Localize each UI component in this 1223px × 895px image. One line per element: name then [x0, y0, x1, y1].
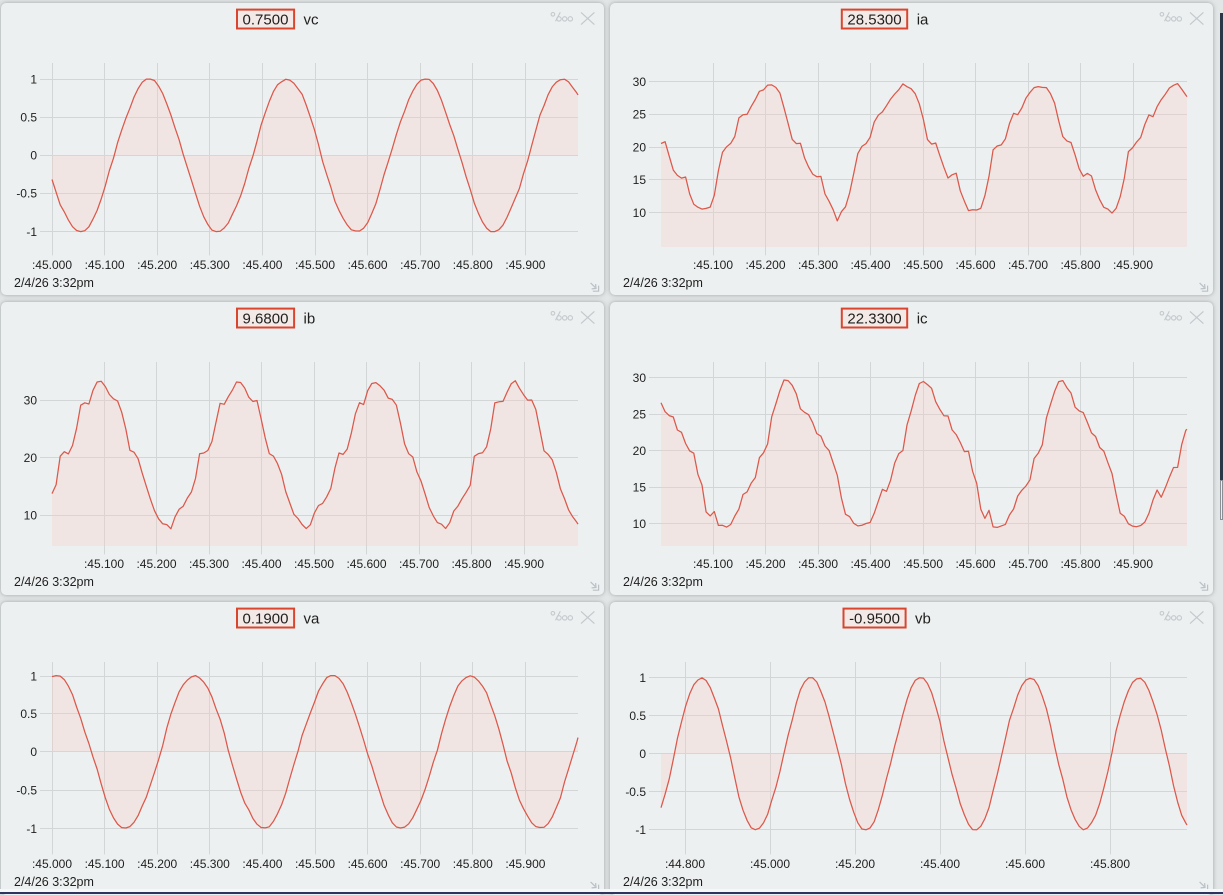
svg-text:0.5: 0.5 [20, 707, 37, 721]
svg-text:0: 0 [639, 747, 646, 761]
svg-text:0.5: 0.5 [629, 709, 646, 723]
svg-text::45.700: :45.700 [400, 857, 440, 871]
svg-text::45.500: :45.500 [903, 557, 943, 571]
svg-text::45.900: :45.900 [504, 557, 544, 571]
svg-text::45.200: :45.200 [745, 258, 785, 272]
svg-text::45.800: :45.800 [1090, 857, 1130, 871]
svg-text:10: 10 [633, 206, 647, 220]
svg-text:0.7500: 0.7500 [243, 11, 289, 28]
svg-text:20: 20 [633, 140, 647, 154]
svg-text::45.600: :45.600 [955, 557, 995, 571]
svg-text:9.6800: 9.6800 [243, 310, 289, 327]
svg-text:ic: ic [917, 310, 928, 327]
svg-text:-1: -1 [635, 823, 646, 837]
svg-text::45.100: :45.100 [84, 557, 124, 571]
svg-text::45.300: :45.300 [798, 258, 838, 272]
svg-text::45.700: :45.700 [1008, 557, 1048, 571]
svg-text::45.100: :45.100 [85, 857, 125, 871]
svg-text::45.900: :45.900 [505, 258, 545, 272]
svg-text::45.800: :45.800 [453, 857, 493, 871]
svg-text::45.500: :45.500 [903, 258, 943, 272]
svg-text:1: 1 [639, 671, 646, 685]
svg-text:-0.5: -0.5 [625, 785, 646, 799]
svg-text:1: 1 [30, 72, 37, 86]
svg-text:-1: -1 [26, 225, 37, 239]
svg-text::45.700: :45.700 [400, 258, 440, 272]
svg-text::45.300: :45.300 [189, 557, 229, 571]
svg-text:ib: ib [304, 310, 316, 327]
svg-text:2/4/26 3:32pm: 2/4/26 3:32pm [14, 575, 94, 589]
svg-text::45.300: :45.300 [190, 857, 230, 871]
svg-text::45.200: :45.200 [137, 857, 177, 871]
svg-text:10: 10 [633, 517, 647, 531]
svg-text:2/4/26 3:32pm: 2/4/26 3:32pm [14, 875, 94, 889]
svg-text::45.500: :45.500 [295, 857, 335, 871]
svg-text::45.800: :45.800 [453, 258, 493, 272]
svg-text:-0.5: -0.5 [16, 783, 37, 797]
svg-text::45.900: :45.900 [1113, 258, 1153, 272]
svg-text:0.5: 0.5 [20, 111, 37, 125]
svg-text::45.300: :45.300 [190, 258, 230, 272]
svg-text:2/4/26 3:32pm: 2/4/26 3:32pm [623, 875, 703, 889]
svg-text:0: 0 [30, 149, 37, 163]
svg-text::45.800: :45.800 [451, 557, 491, 571]
svg-text::45.800: :45.800 [1060, 557, 1100, 571]
svg-text:-0.5: -0.5 [16, 187, 37, 201]
svg-text:0.1900: 0.1900 [243, 610, 289, 627]
svg-text:2/4/26 3:32pm: 2/4/26 3:32pm [623, 276, 703, 290]
svg-text::45.400: :45.400 [850, 258, 890, 272]
svg-text::45.600: :45.600 [1005, 857, 1045, 871]
svg-text::45.100: :45.100 [693, 258, 733, 272]
svg-text::44.800: :44.800 [665, 857, 705, 871]
svg-text::45.400: :45.400 [241, 557, 281, 571]
svg-text:-0.9500: -0.9500 [849, 610, 900, 627]
svg-text::45.600: :45.600 [346, 557, 386, 571]
svg-text:-1: -1 [26, 822, 37, 836]
svg-text::45.600: :45.600 [348, 258, 388, 272]
svg-text::45.200: :45.200 [835, 857, 875, 871]
svg-text:vb: vb [915, 610, 931, 627]
svg-text:2/4/26 3:32pm: 2/4/26 3:32pm [623, 575, 703, 589]
svg-text::45.200: :45.200 [136, 557, 176, 571]
svg-text:va: va [304, 610, 321, 627]
svg-text::45.400: :45.400 [920, 857, 960, 871]
svg-text:25: 25 [633, 108, 647, 122]
svg-text::45.200: :45.200 [137, 258, 177, 272]
svg-text:30: 30 [24, 393, 38, 407]
svg-text:28.5300: 28.5300 [847, 11, 901, 28]
svg-text:30: 30 [633, 371, 647, 385]
svg-text:ia: ia [917, 11, 929, 28]
svg-text:2/4/26 3:32pm: 2/4/26 3:32pm [14, 276, 94, 290]
svg-text:15: 15 [633, 481, 647, 495]
svg-text::45.100: :45.100 [85, 258, 125, 272]
svg-text::45.000: :45.000 [32, 258, 72, 272]
svg-text::45.900: :45.900 [505, 857, 545, 871]
svg-text:10: 10 [24, 508, 38, 522]
svg-text::45.700: :45.700 [1008, 258, 1048, 272]
svg-text::45.400: :45.400 [242, 857, 282, 871]
svg-text::45.800: :45.800 [1060, 258, 1100, 272]
svg-text::45.600: :45.600 [955, 258, 995, 272]
svg-text::45.400: :45.400 [850, 557, 890, 571]
svg-text::45.100: :45.100 [693, 557, 733, 571]
svg-text::45.400: :45.400 [242, 258, 282, 272]
svg-text::45.000: :45.000 [32, 857, 72, 871]
svg-text:20: 20 [633, 444, 647, 458]
svg-text:0: 0 [30, 745, 37, 759]
svg-text::45.300: :45.300 [798, 557, 838, 571]
svg-text:22.3300: 22.3300 [847, 310, 901, 327]
svg-text:20: 20 [24, 451, 38, 465]
svg-text::45.000: :45.000 [750, 857, 790, 871]
svg-text:30: 30 [633, 75, 647, 89]
svg-text::45.200: :45.200 [745, 557, 785, 571]
svg-text::45.500: :45.500 [294, 557, 334, 571]
svg-text:15: 15 [633, 173, 647, 187]
svg-text::45.600: :45.600 [348, 857, 388, 871]
svg-text::45.500: :45.500 [295, 258, 335, 272]
svg-text::45.700: :45.700 [399, 557, 439, 571]
svg-text:1: 1 [30, 669, 37, 683]
svg-text:vc: vc [304, 11, 320, 28]
svg-text::45.900: :45.900 [1113, 557, 1153, 571]
svg-text:25: 25 [633, 408, 647, 422]
